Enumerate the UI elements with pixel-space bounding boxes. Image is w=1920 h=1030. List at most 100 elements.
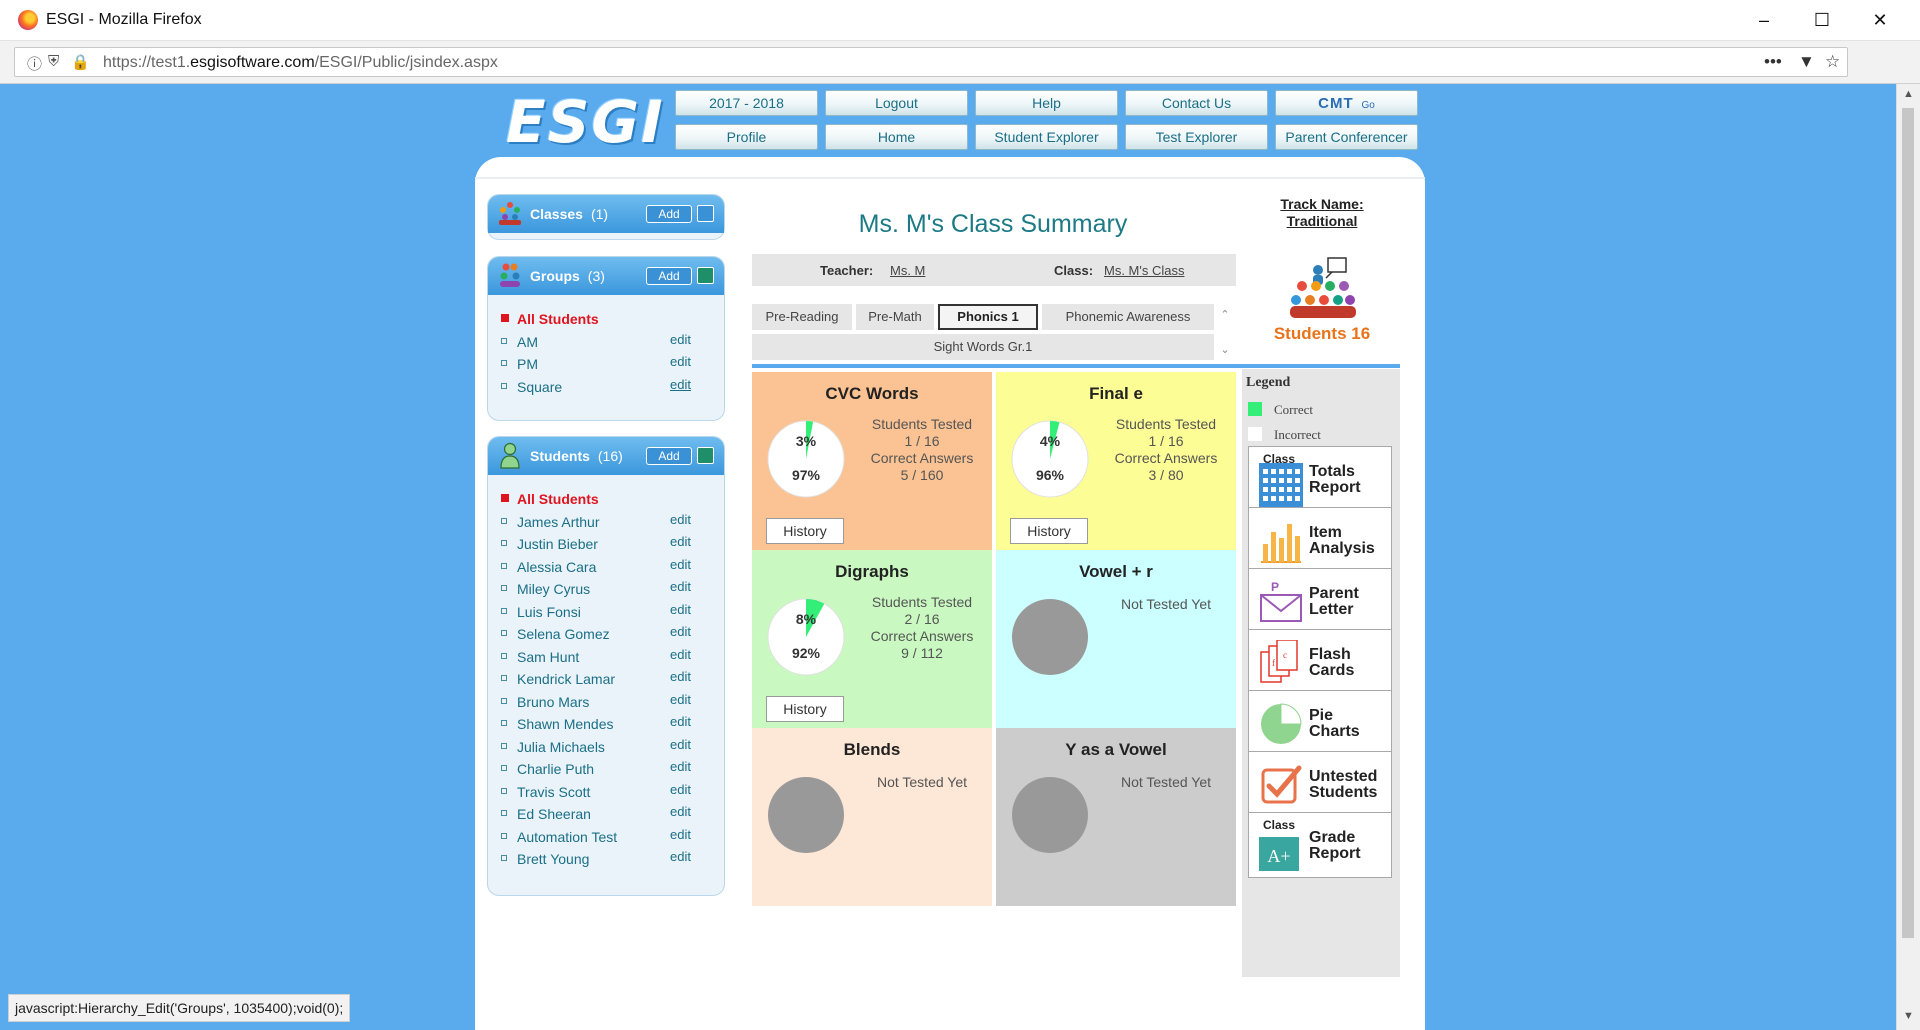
student-name[interactable]: Luis Fonsi — [517, 603, 581, 620]
scroll-up-icon[interactable]: ⌃ — [1220, 309, 1230, 321]
shield-icon[interactable]: ⛨ — [48, 53, 60, 70]
edit-student-link[interactable]: edit — [670, 781, 691, 797]
student-item[interactable]: Brett Young edit — [488, 849, 724, 872]
edit-student-link[interactable]: edit — [670, 601, 691, 617]
student-name[interactable]: Sam Hunt — [517, 648, 580, 665]
info-icon[interactable]: ⓘ — [27, 56, 43, 73]
edit-student-link[interactable]: edit — [670, 691, 691, 707]
edit-group-link[interactable]: edit — [670, 354, 691, 369]
student-item[interactable]: Travis Scott edit — [488, 782, 724, 805]
address-bar[interactable]: ⓘ ⛨ 🔒 https://test1.esgisoftware.com/ESG… — [14, 47, 1848, 77]
student-item[interactable]: Shawn Mendes edit — [488, 714, 724, 737]
tab-pre-reading[interactable]: Pre-Reading — [752, 304, 852, 330]
students-title[interactable]: Students (16) — [530, 448, 623, 464]
edit-student-link[interactable]: edit — [670, 849, 691, 864]
group-name[interactable]: Square — [517, 378, 563, 395]
edit-student-link[interactable]: edit — [670, 556, 691, 572]
group-name[interactable]: PM — [517, 356, 538, 372]
parent-letter-button[interactable]: P Parent Letter — [1248, 568, 1392, 634]
class-grade-report-button[interactable]: Class A+ Grade Report — [1248, 812, 1392, 878]
student-name[interactable]: Alessia Cara — [517, 558, 597, 575]
collapse-students-icon[interactable] — [697, 447, 714, 464]
url-text[interactable]: https://test1.esgisoftware.com/ESGI/Publ… — [103, 54, 498, 72]
minimize-icon[interactable]: – — [1758, 10, 1769, 30]
cmt-go-button[interactable]: CMT Go — [1275, 90, 1418, 116]
student-item[interactable]: Miley Cyrus edit — [488, 579, 724, 602]
subtest-pie-chart[interactable]: 3% 97% — [767, 420, 845, 498]
student-name[interactable]: All Students — [517, 491, 599, 507]
student-item[interactable]: Automation Test edit — [488, 827, 724, 850]
student-item[interactable]: Julia Michaels edit — [488, 737, 724, 760]
history-button[interactable]: History — [766, 696, 844, 722]
class-totals-report-button[interactable]: Class Totals Report — [1248, 446, 1392, 512]
student-item[interactable]: James Arthur edit — [488, 512, 724, 535]
teacher-link[interactable]: Ms. M — [890, 263, 926, 278]
history-button[interactable]: History — [766, 518, 844, 544]
student-item[interactable]: Ed Sheeran edit — [488, 804, 724, 827]
edit-group-link[interactable]: edit — [670, 376, 691, 392]
tabs-scroller[interactable]: ⌃ ⌄ — [1214, 306, 1236, 360]
student-item[interactable]: Selena Gomez edit — [488, 624, 724, 647]
student-name[interactable]: James Arthur — [517, 513, 600, 530]
scrollbar-thumb[interactable] — [1902, 108, 1914, 938]
pocket-icon[interactable]: ▼ — [1798, 52, 1815, 71]
student-name[interactable]: Kendrick Lamar — [517, 671, 616, 687]
edit-student-link[interactable]: edit — [670, 646, 691, 662]
scroll-down-arrow-icon[interactable]: ▼ — [1903, 1010, 1914, 1022]
history-button[interactable]: History — [1010, 518, 1088, 544]
edit-student-link[interactable]: edit — [670, 736, 691, 752]
edit-student-link[interactable]: edit — [670, 534, 691, 549]
school-year-button[interactable]: 2017 - 2018 — [675, 90, 818, 116]
groups-title[interactable]: Groups (3) — [530, 268, 605, 284]
scroll-up-arrow-icon[interactable]: ▲ — [1903, 88, 1914, 100]
add-class-button[interactable]: Add — [646, 205, 692, 223]
subtest-pie-chart[interactable]: 8% 92% — [767, 598, 845, 676]
edit-student-link[interactable]: edit — [670, 759, 691, 774]
student-name[interactable]: Travis Scott — [517, 783, 591, 800]
student-name[interactable]: Bruno Mars — [517, 693, 590, 710]
home-button[interactable]: Home — [825, 124, 968, 150]
maximize-icon[interactable]: ☐ — [1813, 10, 1831, 30]
esgi-logo[interactable]: ESGI — [506, 88, 665, 156]
group-item[interactable]: PM edit — [488, 354, 724, 377]
tab-pre-math[interactable]: Pre-Math — [856, 304, 934, 330]
contact-us-button[interactable]: Contact Us — [1125, 90, 1268, 116]
edit-group-link[interactable]: edit — [670, 331, 691, 347]
student-name[interactable]: Ed Sheeran — [517, 806, 591, 822]
group-item[interactable]: Square edit — [488, 377, 724, 400]
student-item[interactable]: Alessia Cara edit — [488, 557, 724, 580]
edit-student-link[interactable]: edit — [670, 624, 691, 639]
collapse-groups-icon[interactable] — [697, 267, 714, 284]
student-name[interactable]: Miley Cyrus — [517, 581, 591, 597]
page-scrollbar[interactable]: ▲ ▼ — [1896, 84, 1920, 1030]
student-item[interactable]: Luis Fonsi edit — [488, 602, 724, 625]
edit-student-link[interactable]: edit — [670, 669, 691, 684]
student-name[interactable]: Charlie Puth — [517, 761, 595, 777]
test-explorer-button[interactable]: Test Explorer — [1125, 124, 1268, 150]
student-name[interactable]: Brett Young — [517, 851, 590, 867]
classes-title[interactable]: Classes (1) — [530, 206, 608, 222]
add-student-button[interactable]: Add — [646, 447, 692, 465]
logout-button[interactable]: Logout — [825, 90, 968, 116]
subtest-pie-chart[interactable]: 4% 96% — [1011, 420, 1089, 498]
class-link[interactable]: Ms. M's Class — [1104, 263, 1185, 278]
subtest-pie-chart[interactable] — [767, 776, 845, 854]
student-name[interactable]: Automation Test — [517, 828, 618, 845]
student-item-all-students[interactable]: All Students — [488, 489, 724, 512]
student-item[interactable]: Sam Hunt edit — [488, 647, 724, 670]
bookmark-star-icon[interactable]: ☆ — [1825, 52, 1841, 71]
student-item[interactable]: Kendrick Lamar edit — [488, 669, 724, 692]
group-item-all-students[interactable]: All Students — [488, 309, 724, 332]
subtest-pie-chart[interactable] — [1011, 776, 1089, 854]
parent-conferencer-button[interactable]: Parent Conferencer — [1275, 124, 1418, 150]
group-item[interactable]: AM edit — [488, 332, 724, 355]
help-button[interactable]: Help — [975, 90, 1118, 116]
student-item[interactable]: Charlie Puth edit — [488, 759, 724, 782]
flash-cards-button[interactable]: f c Flash Cards — [1248, 629, 1392, 695]
student-item[interactable]: Bruno Mars edit — [488, 692, 724, 715]
student-explorer-button[interactable]: Student Explorer — [975, 124, 1118, 150]
student-name[interactable]: Justin Bieber — [517, 536, 598, 552]
untested-students-button[interactable]: Untested Students — [1248, 751, 1392, 817]
group-name[interactable]: All Students — [517, 311, 599, 327]
edit-student-link[interactable]: edit — [670, 511, 691, 527]
